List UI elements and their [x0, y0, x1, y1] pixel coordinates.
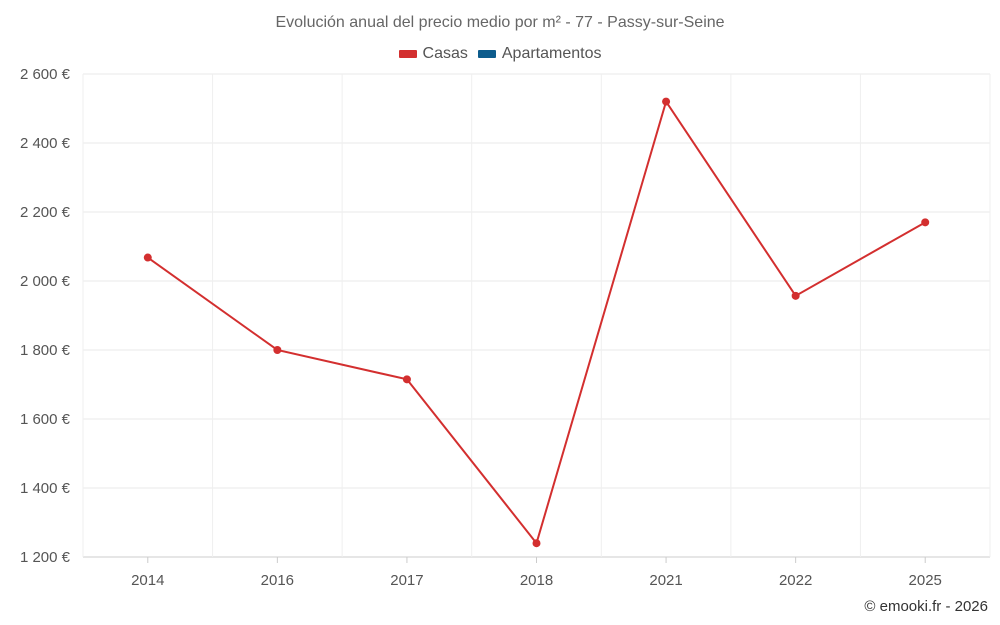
- x-tick-label: 2014: [131, 572, 164, 589]
- x-tick-label: 2017: [390, 572, 423, 589]
- legend-label-apartamentos: Apartamentos: [501, 45, 602, 62]
- x-tick-label: 2022: [779, 572, 812, 589]
- data-point: [662, 97, 671, 106]
- data-point: [791, 291, 800, 300]
- data-point: [532, 539, 541, 548]
- y-tick-label: 2 400 €: [20, 135, 71, 152]
- y-tick-label: 1 400 €: [20, 480, 71, 497]
- data-point: [143, 253, 152, 262]
- x-tick-label: 2016: [261, 572, 294, 589]
- series-line-casas: [147, 99, 926, 546]
- x-tick-label: 2025: [909, 572, 942, 589]
- y-tick-label: 2 000 €: [20, 273, 71, 290]
- y-tick-label: 1 600 €: [20, 411, 71, 428]
- y-tick-label: 2 600 €: [20, 66, 71, 83]
- data-point: [273, 346, 282, 354]
- y-tick-label: 1 800 €: [20, 342, 71, 359]
- legend-swatch-casas: [398, 50, 417, 58]
- x-tick-label: 2018: [520, 572, 553, 589]
- legend-swatch-apartamentos: [477, 50, 496, 58]
- chart-legend: Casas Apartamentos: [0, 45, 1000, 63]
- x-tick-label: 2021: [649, 572, 682, 589]
- legend-item-casas[interactable]: Casas: [398, 45, 468, 63]
- y-tick-label: 2 200 €: [20, 204, 71, 221]
- copyright-credit: © emooki.fr - 2026: [864, 598, 988, 615]
- legend-item-apartamentos[interactable]: Apartamentos: [477, 45, 602, 63]
- legend-label-casas: Casas: [422, 45, 468, 62]
- y-tick-label: 1 200 €: [20, 549, 71, 566]
- data-point: [402, 375, 411, 384]
- data-point: [921, 218, 930, 227]
- chart-title: Evolución anual del precio medio por m² …: [275, 14, 725, 31]
